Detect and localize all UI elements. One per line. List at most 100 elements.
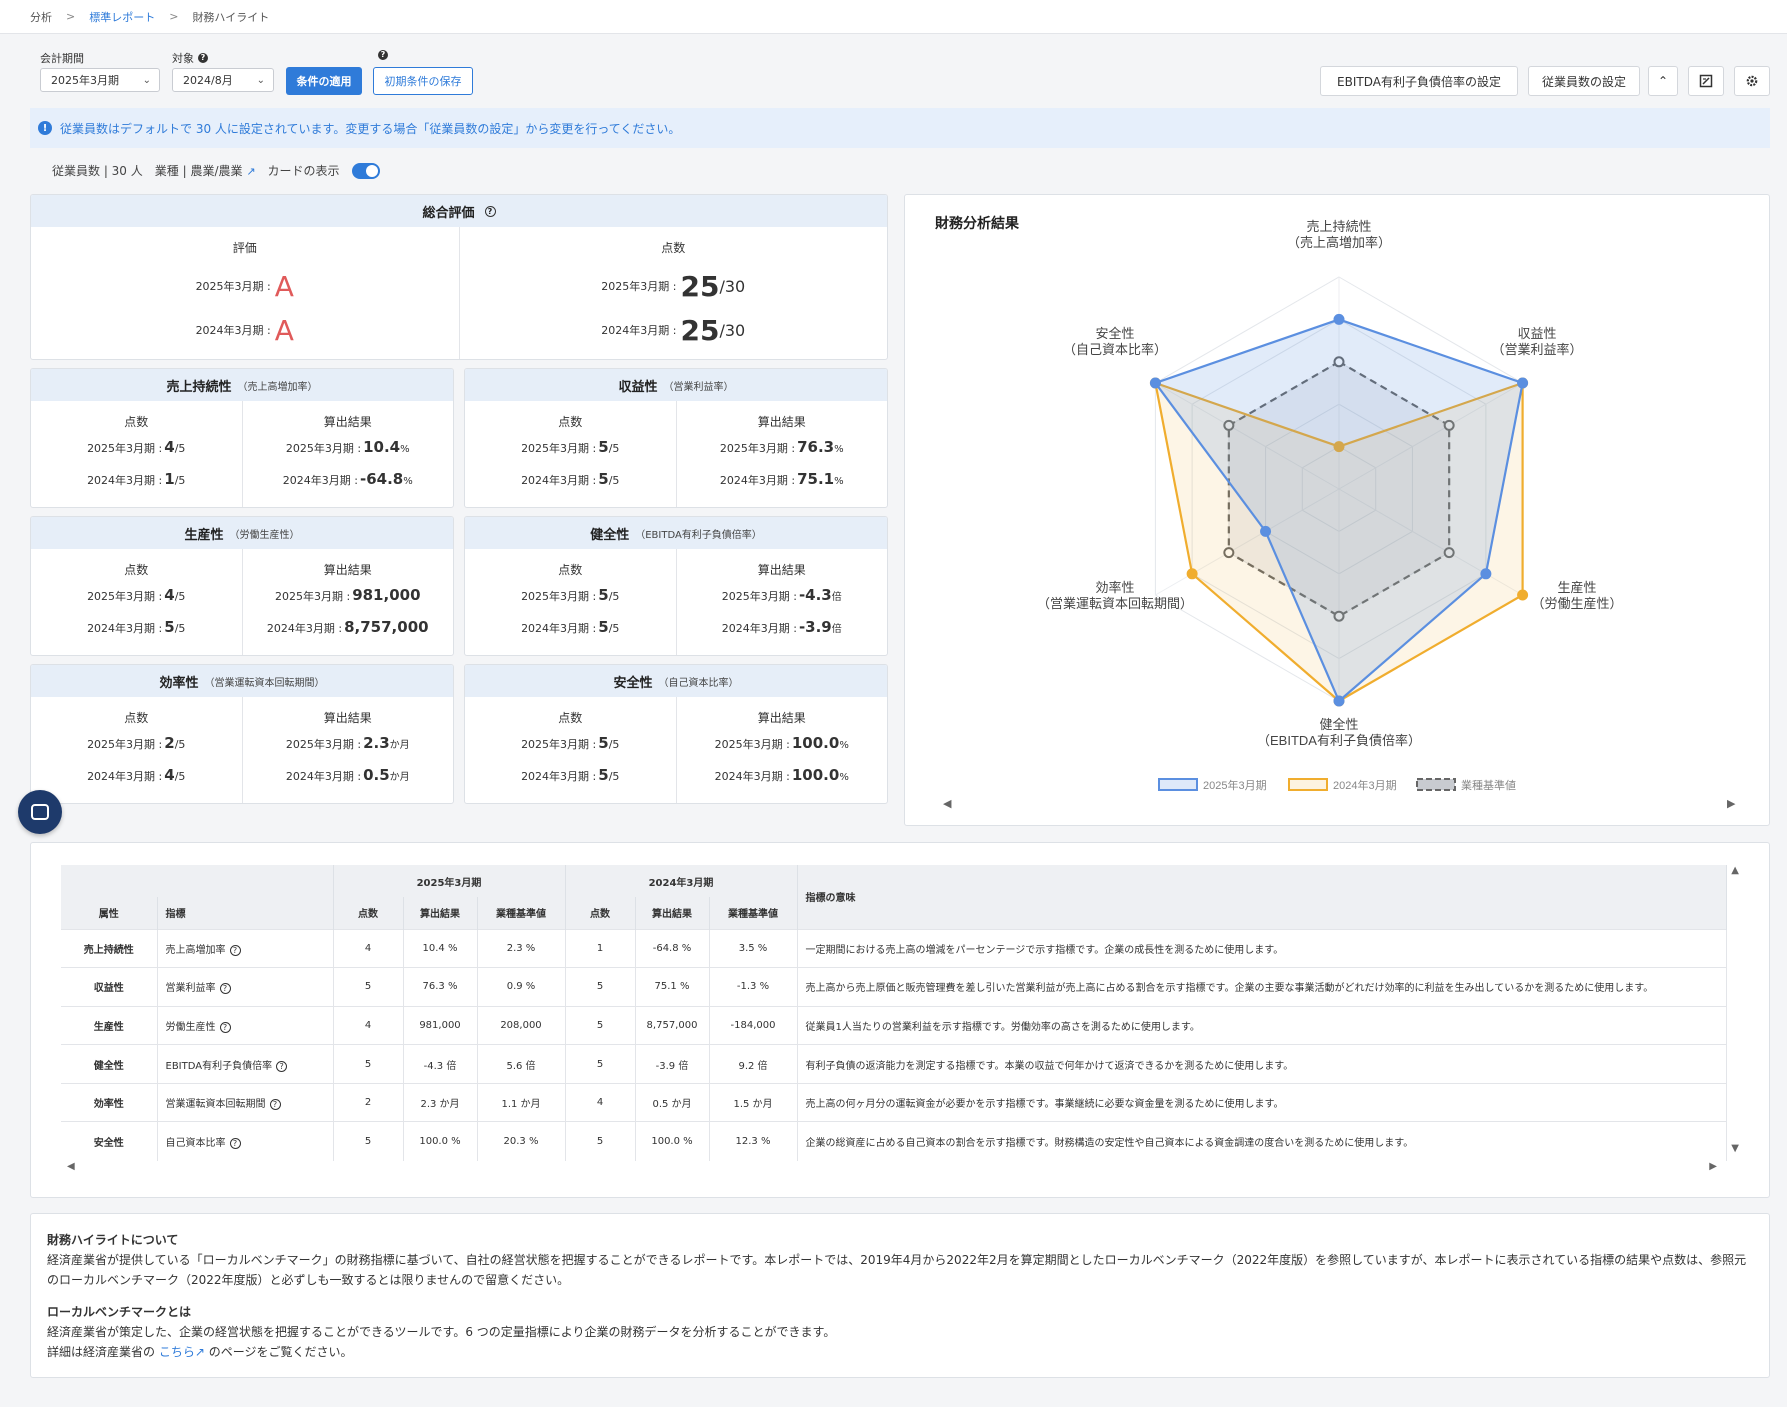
metric-score-column: 点数 2025年3月期 :4/5 2024年3月期 :1/5 [31, 401, 242, 507]
help-icon[interactable]: ? [484, 205, 496, 217]
target-select[interactable]: 2024/8月 ⌄ [172, 68, 274, 92]
scroll-left-icon[interactable]: ◀ [943, 797, 952, 810]
chat-support-button[interactable] [18, 790, 62, 834]
metric-score-row: 2024年3月期 :4/5 [87, 766, 185, 798]
metric-unit: か月 [389, 772, 410, 783]
details-link[interactable]: こちら [158, 1345, 195, 1359]
metric-unit: % [834, 476, 844, 487]
breadcrumb-standard-report[interactable]: 標準レポート [89, 10, 156, 24]
grade-column: 評価 2025年3月期 :A 2024年3月期 :A [31, 227, 459, 359]
save-help: ? [378, 50, 388, 60]
scroll-left-icon[interactable]: ◀ [67, 1161, 75, 1172]
metric-period: 2025年3月期 : [721, 590, 797, 603]
details-line: 詳細は経済産業省の こちら↗ のページをご覧ください。 [47, 1342, 1753, 1362]
metric-period: 2024年3月期 : [87, 770, 163, 783]
apply-button[interactable]: 条件の適用 [286, 67, 362, 95]
help-icon[interactable]: ? [276, 1060, 288, 1072]
metric-card-body: 点数 2025年3月期 :5/5 2024年3月期 :5/5 算出結果 2025年… [465, 697, 887, 803]
breadcrumb-analysis[interactable]: 分析 [30, 10, 52, 24]
radar-point [1333, 695, 1345, 707]
metric-card-header: 生産性 （労働生産性） [31, 517, 453, 549]
metric-result-row: 2024年3月期 : -3.9 倍 [722, 618, 842, 650]
export-button[interactable] [1688, 66, 1724, 96]
industry[interactable]: 業種 | 農業/農業 ↗ [155, 162, 256, 179]
metric-unit: % [839, 740, 849, 751]
scroll-right-icon[interactable]: ▶ [1709, 1161, 1717, 1172]
metric-card: 効率性 （営業運転資本回転期間） 点数 2025年3月期 :2/5 2024年3月… [30, 664, 454, 804]
scroll-right-icon[interactable]: ▶ [1727, 797, 1736, 810]
help-icon[interactable]: ? [219, 1021, 231, 1033]
metric-result-row: 2025年3月期 :10.4% [286, 438, 410, 470]
ebitda-settings-button[interactable]: EBITDA有利子負債倍率の設定 [1320, 66, 1518, 96]
metric-result-title: 算出結果 [323, 563, 372, 577]
metric-score: 4 [164, 438, 175, 456]
table-cell-meaning: 従業員1人当たりの営業利益を示す指標です。労働効率の高さを測るために使用します。 [797, 1005, 1727, 1045]
help-icon[interactable]: ? [198, 53, 208, 63]
table-cell-benchmark-2024: 9.2 倍 [709, 1044, 798, 1084]
table-cell-metric: 営業運転資本回転期間? [157, 1082, 334, 1122]
help-icon[interactable]: ? [378, 50, 388, 60]
table-cell-score-2025: 4 [333, 1005, 404, 1045]
radar-legend-swatch [1158, 778, 1198, 791]
metric-unit: 倍 [831, 624, 842, 635]
help-icon[interactable]: ? [229, 944, 241, 956]
settings-button[interactable] [1734, 66, 1770, 96]
metric-result-column: 算出結果 2025年3月期 :10.4% 2024年3月期 : -64.8% [241, 401, 454, 507]
help-icon[interactable]: ? [269, 1099, 281, 1111]
metric-value: -3.9 [798, 618, 832, 636]
metric-card-subtitle: （売上高増加率） [237, 381, 318, 393]
metric-score: 5 [598, 586, 609, 604]
save-default-button[interactable]: 初期条件の保存 [373, 67, 473, 95]
metric-period: 2025年3月期 : [719, 442, 796, 455]
metric-period: 2024年3月期 : [521, 622, 597, 635]
table-header-blank [61, 865, 334, 897]
metric-score-title: 点数 [558, 415, 583, 429]
table-cell-benchmark-2025: 1.1 か月 [477, 1082, 566, 1122]
metric-score-column: 点数 2025年3月期 :4/5 2024年3月期 :5/5 [31, 549, 242, 655]
metric-score-row: 2024年3月期 :1/5 [87, 470, 185, 502]
table-cell-metric: 営業利益率? [157, 967, 334, 1007]
external-link-icon[interactable]: ↗ [246, 165, 256, 178]
scroll-down-icon[interactable]: ▼ [1731, 1143, 1739, 1154]
table-header-benchmark: 業種基準値 [709, 897, 798, 929]
table-cell-attr: 収益性 [61, 967, 158, 1007]
table-header-result: 算出結果 [635, 897, 710, 929]
table-header-score: 点数 [333, 897, 404, 929]
table-cell-meaning: 企業の総資産に占める自己資本の割合を示す指標です。財務構造の安定性や自己資本によ… [797, 1121, 1727, 1161]
external-link-icon[interactable]: ↗ [194, 1345, 205, 1359]
radar-point [1149, 377, 1161, 389]
card-display-toggle[interactable] [351, 162, 380, 179]
metric-value: 2.3 [363, 734, 390, 752]
metric-score-denominator: /5 [608, 442, 620, 455]
collapse-button[interactable]: ⌃ [1648, 66, 1678, 96]
radar-legend-label: 業種基準値 [1461, 778, 1516, 792]
radar-legend-label: 2025年3月期 [1203, 778, 1267, 792]
table-row: 売上持続性 売上高増加率? 4 10.4 % 2.3 % 1 -64.8 % 3.5 % 一定期… [61, 928, 1727, 968]
employees-settings-button[interactable]: 従業員数の設定 [1528, 66, 1640, 96]
metric-period: 2025年3月期 : [285, 442, 362, 455]
info-icon: ! [38, 121, 52, 135]
metric-result-column: 算出結果 2025年3月期 :76.3% 2024年3月期 :75.1% [675, 401, 888, 507]
score-column: 点数 2025年3月期 :25/30 2024年3月期 :25/30 [458, 227, 888, 359]
metric-score-row: 2025年3月期 :4/5 [87, 438, 185, 470]
score-period: 2024年3月期 : [601, 324, 677, 337]
metric-unit: % [834, 444, 844, 455]
metric-score-denominator: /5 [174, 738, 186, 751]
metric-card: 健全性 （EBITDA有利子負債倍率） 点数 2025年3月期 :5/5 2024… [464, 516, 888, 656]
help-icon[interactable]: ? [229, 1138, 241, 1150]
table-cell-metric: EBITDA有利子負債倍率? [157, 1044, 334, 1084]
table-cell-score-2025: 5 [333, 967, 404, 1007]
table-cell-attr: 売上持続性 [61, 928, 158, 968]
table-cell-benchmark-2024: 1.5 か月 [709, 1082, 798, 1122]
metric-score-denominator: /5 [608, 770, 620, 783]
help-icon[interactable]: ? [219, 983, 231, 995]
scroll-up-icon[interactable]: ▲ [1731, 865, 1739, 876]
metric-card-body: 点数 2025年3月期 :5/5 2024年3月期 :5/5 算出結果 2025年… [465, 549, 887, 655]
info-banner: ! 従業員数はデフォルトで 30 人に設定されています。変更する場合「従業員数の… [30, 108, 1770, 148]
metric-score-title: 点数 [124, 711, 149, 725]
score-denominator: /30 [719, 320, 746, 340]
metric-result-title: 算出結果 [323, 711, 372, 725]
metric-card-title: 健全性 [590, 527, 630, 543]
metric-result-row: 2024年3月期 :0.5 か月 [286, 766, 410, 798]
period-select[interactable]: 2025年3月期 ⌄ [40, 68, 160, 92]
